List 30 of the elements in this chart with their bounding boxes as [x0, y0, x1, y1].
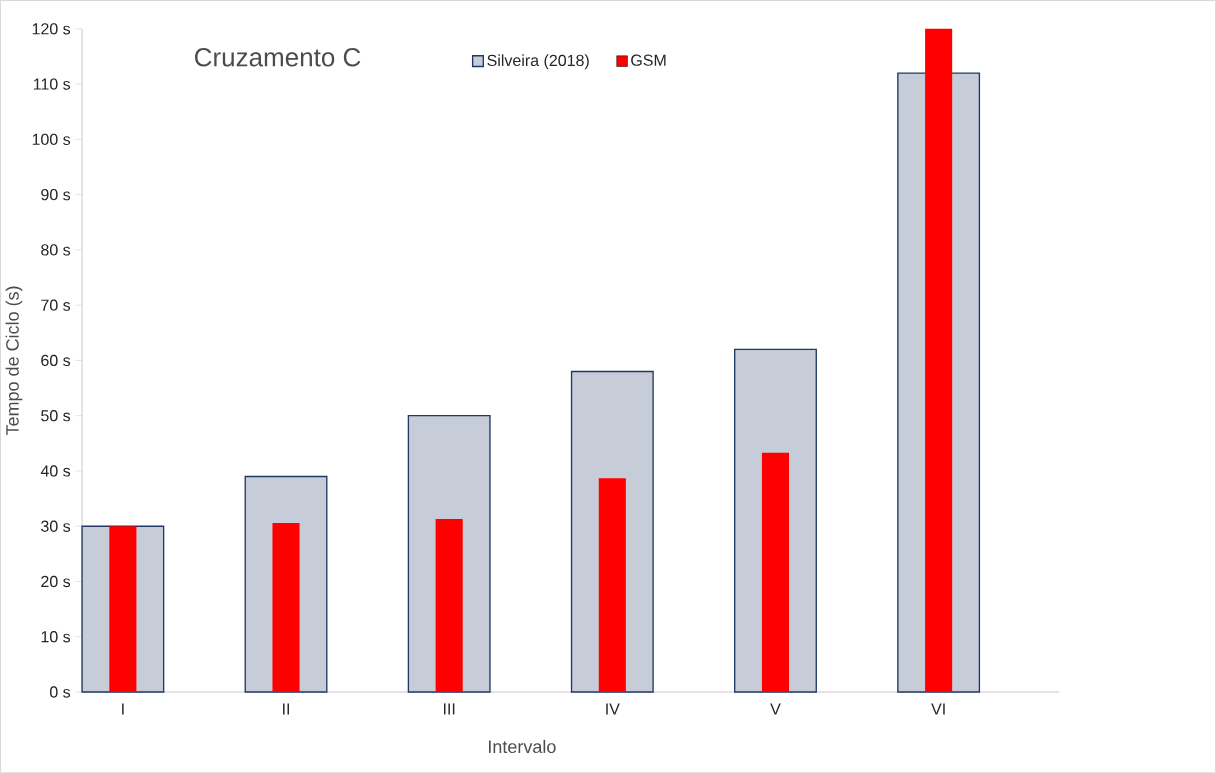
bar: [272, 522, 300, 693]
y-tick-label: 70 s: [41, 299, 71, 311]
legend-label: Silveira (2018): [487, 54, 589, 70]
y-tick-label: 50 s: [41, 410, 71, 422]
x-tick-label: VI: [931, 703, 945, 715]
legend-label: GSM: [631, 54, 666, 66]
x-axis-title: Intervalo: [488, 739, 556, 754]
y-tick-label: 90 s: [41, 189, 71, 201]
y-tick-label: 30 s: [41, 520, 71, 532]
x-tick-label: II: [283, 703, 289, 715]
text: Cruzamento C: [195, 48, 361, 67]
x-tick-label: V: [770, 703, 781, 715]
y-tick-label: 110 s: [33, 78, 71, 90]
x-tick-label: I: [122, 703, 124, 715]
y-tick-label: 100 s: [32, 133, 71, 146]
y-tick-label: 80 s: [41, 244, 71, 256]
bar: [761, 452, 790, 693]
bar: [435, 519, 463, 693]
bar: [925, 28, 953, 693]
x-tick-label: IV: [606, 703, 620, 715]
x-tick-label: III: [443, 703, 455, 715]
y-tick-label: 40 s: [40, 465, 71, 477]
y-tick-label: 0 s: [49, 686, 71, 698]
y-tick-label: 60 s: [41, 354, 71, 367]
y-tick-label: 120 s: [32, 23, 71, 35]
bar: [109, 526, 137, 693]
y-tick-label: 20 s: [41, 575, 71, 588]
bar: [598, 478, 626, 693]
y-tick-label: 10 s: [41, 631, 71, 643]
y-axis-title: Tempo de Ciclo (s): [5, 286, 23, 436]
